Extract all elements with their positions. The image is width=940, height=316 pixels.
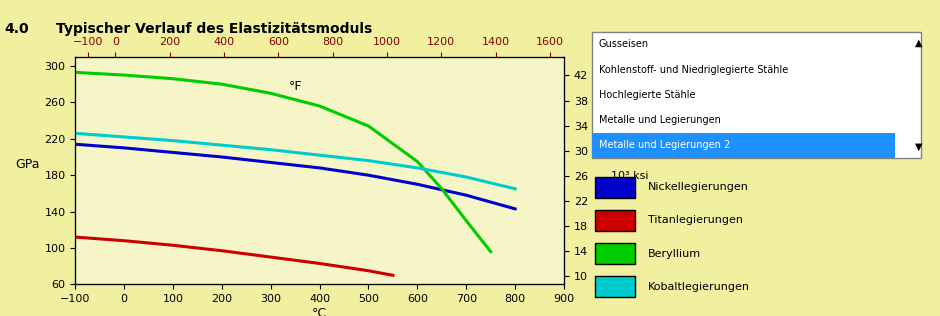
- Text: Metalle und Legierungen 2: Metalle und Legierungen 2: [599, 140, 730, 150]
- Text: Titanlegierungen: Titanlegierungen: [649, 216, 744, 225]
- FancyBboxPatch shape: [596, 177, 635, 198]
- Text: °F: °F: [289, 80, 302, 93]
- Text: Beryllium: Beryllium: [649, 249, 701, 258]
- Text: Hochlegierte Stähle: Hochlegierte Stähle: [599, 90, 696, 100]
- Y-axis label: 10³ ksi: 10³ ksi: [611, 171, 649, 181]
- X-axis label: °C: °C: [312, 307, 327, 316]
- FancyBboxPatch shape: [592, 133, 895, 158]
- Text: Typischer Verlauf des Elastizitätsmoduls: Typischer Verlauf des Elastizitätsmoduls: [56, 22, 372, 36]
- FancyBboxPatch shape: [596, 243, 635, 264]
- Text: Kohlenstoff- und Niedriglegierte Stähle: Kohlenstoff- und Niedriglegierte Stähle: [599, 64, 788, 75]
- Y-axis label: GPa: GPa: [15, 158, 39, 171]
- Text: ▼: ▼: [916, 142, 922, 152]
- Text: 4.0: 4.0: [5, 22, 29, 36]
- Text: Kobaltlegierungen: Kobaltlegierungen: [649, 282, 750, 292]
- Text: Metalle und Legierungen: Metalle und Legierungen: [599, 115, 721, 125]
- FancyBboxPatch shape: [596, 276, 635, 297]
- Text: Nickellegierungen: Nickellegierungen: [649, 182, 749, 192]
- FancyBboxPatch shape: [592, 32, 921, 158]
- Text: Gusseisen: Gusseisen: [599, 39, 649, 49]
- FancyBboxPatch shape: [596, 210, 635, 231]
- Text: ▲: ▲: [916, 38, 922, 48]
